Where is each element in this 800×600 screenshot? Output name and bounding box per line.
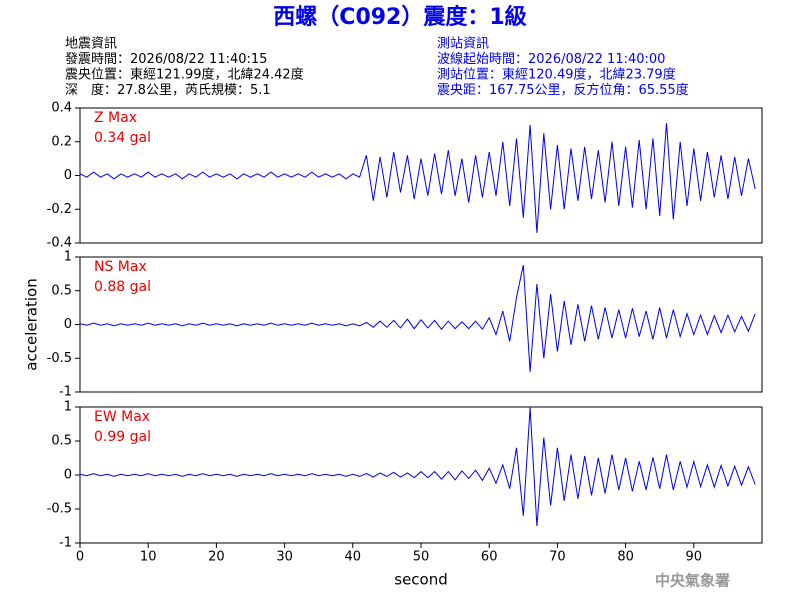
station-info: 波線起始時間：2026/08/22 11:40:00 [437,51,665,67]
y-tick-label: 0.5 [51,283,72,298]
y-tick-label: -0.2 [47,202,72,217]
max-annotation: 0.99 gal [94,429,151,445]
max-annotation: Z Max [94,110,137,126]
waveform [79,264,756,372]
y-tick-label: 1 [64,400,72,415]
y-tick-label: -0.5 [47,502,72,517]
x-tick-label: 40 [345,550,362,565]
plot-frame [79,256,763,393]
x-tick-label: 90 [686,550,703,565]
station-info: 測站位置：東經120.49度，北緯23.79度 [437,67,676,83]
x-tick-label: 80 [617,550,634,565]
max-annotation: 0.34 gal [94,130,151,146]
max-annotation: EW Max [94,409,150,425]
y-tick-label: -1 [59,385,72,400]
station-info: 測站資訊 [437,37,489,52]
y-axis-label: acceleration [23,278,41,370]
x-tick-label: 0 [76,550,84,565]
station-info: 震央距：167.75公里，反方位角：65.55度 [437,82,689,98]
y-tick-label: 0.2 [51,134,72,149]
y-tick-label: -0.5 [47,351,72,366]
y-tick-label: 0 [64,468,72,483]
x-axis-label: second [394,571,448,589]
event-info: 發震時間：2026/08/22 11:40:15 [65,52,267,67]
waveform [79,123,756,233]
x-tick-label: 30 [276,550,293,565]
y-tick-label: 0 [64,317,72,332]
x-tick-label: 70 [549,550,566,565]
event-info: 震央位置：東經121.99度，北緯24.42度 [65,67,304,83]
y-tick-label: -0.4 [47,236,72,251]
waveform [79,407,756,527]
max-annotation: NS Max [94,259,147,275]
event-info: 深 度：27.8公里，芮氏規模：5.1 [65,82,271,98]
x-tick-label: 20 [208,550,225,565]
x-tick-label: 60 [481,550,498,565]
event-info: 地震資訊 [65,37,117,52]
y-tick-label: 1 [64,250,72,265]
plot-frame [79,107,763,244]
y-tick-label: 0 [64,168,72,183]
max-annotation: 0.88 gal [94,279,151,295]
x-tick-label: 10 [140,550,157,565]
y-tick-label: 0.4 [51,101,72,116]
x-tick-label: 50 [413,550,430,565]
footer: 中央氣象署 [655,572,730,590]
y-tick-label: -1 [59,536,72,551]
plot-frame [79,406,763,544]
page-title: 西螺（C092）震度：1級 [273,4,526,30]
y-tick-label: 0.5 [51,434,72,449]
